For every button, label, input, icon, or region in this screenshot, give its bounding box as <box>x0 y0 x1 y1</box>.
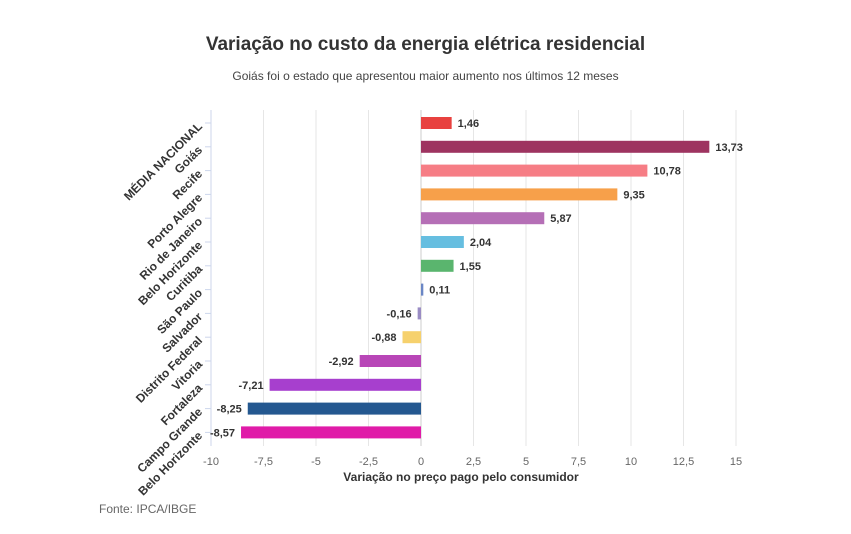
bar <box>421 117 452 129</box>
bar <box>421 164 648 177</box>
x-axis-title: Variação no preço pago pelo consumidor <box>343 470 579 484</box>
x-tick-label: 0 <box>418 456 424 468</box>
x-tick-label: -5 <box>311 456 321 468</box>
value-label: -2,92 <box>329 356 354 368</box>
bar <box>421 140 710 153</box>
value-label: 5,87 <box>550 213 571 225</box>
value-label: 1,55 <box>460 261 481 273</box>
bar <box>269 378 421 391</box>
bar <box>421 259 454 272</box>
value-label: -0,88 <box>371 332 396 344</box>
bar <box>359 355 421 367</box>
bar <box>241 426 421 439</box>
x-tick-label: 12,5 <box>673 456 694 468</box>
value-label: 9,35 <box>623 189 644 201</box>
value-label: 0,11 <box>429 285 450 297</box>
value-label: -0,16 <box>387 308 412 320</box>
x-tick-label: 15 <box>730 456 742 468</box>
chart-title: Variação no custo da energia elétrica re… <box>205 34 646 55</box>
value-label: -7,21 <box>239 380 264 392</box>
value-label: 2,04 <box>470 237 492 249</box>
bar <box>421 212 545 225</box>
bar <box>421 236 464 248</box>
x-tick-label: 10 <box>625 456 637 468</box>
bar <box>402 331 421 344</box>
x-tick-label: -2,5 <box>359 456 378 468</box>
value-label: -8,25 <box>217 404 242 416</box>
value-label: 10,78 <box>653 166 681 178</box>
value-label: -8,57 <box>210 427 235 439</box>
bar <box>417 307 421 320</box>
x-tick-label: -7,5 <box>254 456 273 468</box>
x-tick-label: 7,5 <box>571 456 586 468</box>
value-label: 13,73 <box>715 142 743 154</box>
x-tick-label: -10 <box>203 456 219 468</box>
source-note: Fonte: IPCA/IBGE <box>99 502 197 516</box>
chart-subtitle: Goiás foi o estado que apresentou maior … <box>232 69 619 83</box>
bar <box>421 283 424 296</box>
value-label: 1,46 <box>458 118 479 130</box>
x-tick-label: 2,5 <box>466 456 481 468</box>
x-tick-label: 5 <box>523 456 529 468</box>
bar <box>247 402 421 415</box>
bar <box>421 188 618 201</box>
